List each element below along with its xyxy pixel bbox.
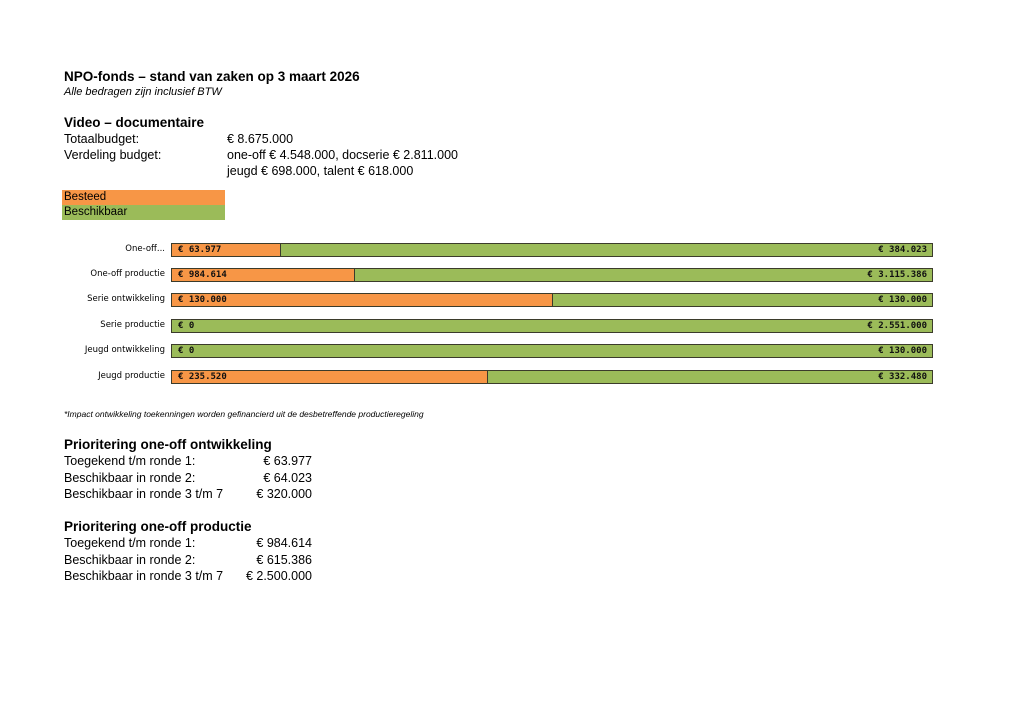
prio1-row: Beschikbaar in ronde 2: € 64.023 (64, 470, 312, 487)
data-label-beschikbaar: € 130.000 (878, 346, 927, 356)
data-label-besteed: € 0 (178, 321, 195, 331)
bar-row: € 63.977 € 384.023 (171, 243, 933, 257)
bar-segment-beschikbaar (171, 319, 933, 333)
row-value: € 2.500.000 (245, 569, 312, 583)
row-value: € 63.977 (263, 454, 312, 468)
row-label: Beschikbaar in ronde 2: (64, 470, 196, 485)
data-label-besteed: € 0 (178, 346, 195, 356)
split-line-2: jeugd € 698.000, talent € 618.000 (227, 164, 414, 178)
category-label: One-off... (125, 244, 165, 254)
bar-segment-beschikbaar (354, 268, 933, 282)
prio2-row: Toegekend t/m ronde 1: € 984.614 (64, 535, 312, 552)
prio1-row: Toegekend t/m ronde 1: € 63.977 (64, 453, 312, 470)
bar-row: € 0 € 130.000 (171, 344, 933, 358)
data-label-beschikbaar: € 332.480 (878, 372, 927, 382)
data-label-besteed: € 235.520 (178, 372, 227, 382)
bar-row: € 235.520 € 332.480 (171, 370, 933, 384)
data-label-besteed: € 130.000 (178, 295, 227, 305)
prio1-row: Beschikbaar in ronde 3 t/m 7 € 320.000 (64, 486, 312, 503)
section-title: Video – documentaire (64, 115, 205, 130)
prio2-table: Toegekend t/m ronde 1: € 984.614 Beschikb… (64, 535, 312, 585)
row-value: € 615.386 (256, 552, 312, 567)
data-label-beschikbaar: € 130.000 (878, 295, 927, 305)
data-label-beschikbaar: € 384.023 (878, 245, 927, 255)
row-label: Beschikbaar in ronde 2: (64, 552, 196, 567)
bar-segment-besteed (171, 293, 553, 307)
row-label: Beschikbaar in ronde 3 t/m 7 (64, 487, 224, 501)
bar-segment-beschikbaar (280, 243, 933, 257)
legend-beschikbaar: Beschikbaar (62, 205, 225, 220)
bar-row: € 0 € 2.551.000 (171, 319, 933, 333)
total-value: € 8.675.000 (227, 132, 294, 146)
total-label: Totaalbudget: (64, 132, 140, 146)
row-label: Toegekend t/m ronde 1: (64, 536, 196, 550)
category-label: Jeugd ontwikkeling (84, 345, 165, 355)
data-label-beschikbaar: € 2.551.000 (867, 321, 927, 331)
row-value: € 64.023 (263, 470, 312, 485)
prio2-title: Prioritering one-off productie (64, 519, 252, 534)
row-value: € 984.614 (256, 536, 312, 550)
bar-segment-beschikbaar (171, 344, 933, 358)
page-subtitle: Alle bedragen zijn inclusief BTW (64, 86, 222, 98)
prio1-title: Prioritering one-off ontwikkeling (64, 437, 272, 452)
prio2-row: Beschikbaar in ronde 2: € 615.386 (64, 552, 312, 569)
bar-row: € 984.614 € 3.115.386 (171, 268, 933, 282)
category-label: Serie ontwikkeling (87, 294, 165, 304)
legend-besteed: Besteed (62, 190, 225, 205)
row-value: € 320.000 (256, 487, 312, 501)
footnote: *Impact ontwikkeling toekenningen worden… (64, 409, 424, 419)
page-title: NPO-fonds – stand van zaken op 3 maart 2… (64, 69, 360, 84)
split-label: Verdeling budget: (64, 148, 162, 162)
prio2-row: Beschikbaar in ronde 3 t/m 7 € 2.500.000 (64, 568, 312, 585)
data-label-besteed: € 984.614 (178, 270, 227, 280)
category-label: Jeugd productie (98, 371, 165, 381)
bar-row: € 130.000 € 130.000 (171, 293, 933, 307)
row-label: Beschikbaar in ronde 3 t/m 7 (64, 569, 224, 583)
row-label: Toegekend t/m ronde 1: (64, 454, 196, 468)
data-label-beschikbaar: € 3.115.386 (867, 270, 927, 280)
prio1-table: Toegekend t/m ronde 1: € 63.977 Beschikba… (64, 453, 312, 503)
split-line-1: one-off € 4.548.000, docserie € 2.811.00… (227, 148, 458, 162)
bar-segment-beschikbaar (487, 370, 933, 384)
category-label: Serie productie (100, 320, 165, 330)
data-label-besteed: € 63.977 (178, 245, 222, 255)
category-label: One-off productie (90, 269, 165, 279)
bar-segment-beschikbaar (552, 293, 933, 307)
